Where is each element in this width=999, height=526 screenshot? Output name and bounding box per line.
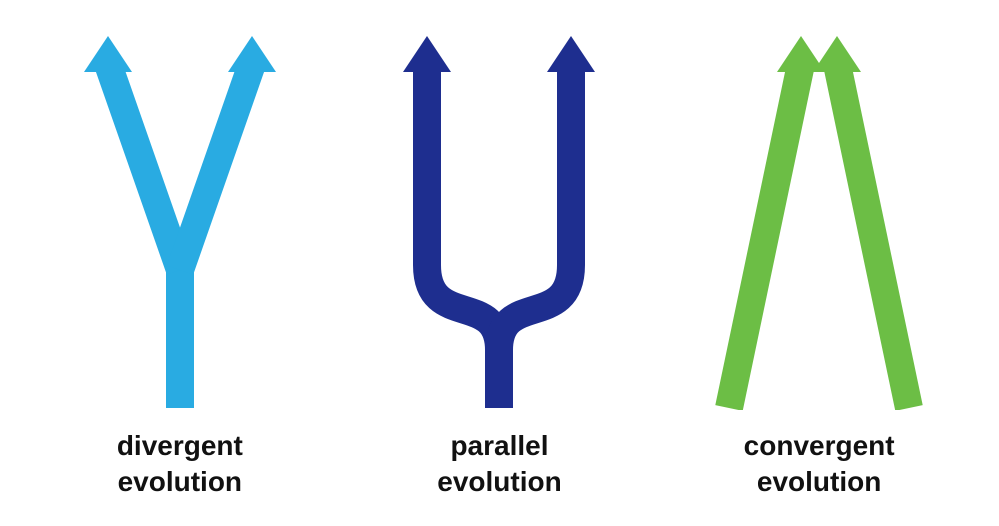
divergent-shape <box>40 20 320 420</box>
divergent-label-line1: divergent <box>117 428 243 464</box>
parallel-label-line2: evolution <box>437 464 561 500</box>
divergent-label: divergent evolution <box>117 428 243 501</box>
convergent-label-line2: evolution <box>744 464 895 500</box>
parallel-label-line1: parallel <box>437 428 561 464</box>
parallel-panel: parallel evolution <box>349 20 649 501</box>
parallel-label: parallel evolution <box>437 428 561 501</box>
divergent-panel: divergent evolution <box>30 20 330 501</box>
convergent-panel: convergent evolution <box>669 20 969 501</box>
convergent-label: convergent evolution <box>744 428 895 501</box>
convergent-label-line1: convergent <box>744 428 895 464</box>
convergent-shape <box>679 20 959 420</box>
divergent-label-line2: evolution <box>117 464 243 500</box>
parallel-shape <box>359 20 639 420</box>
